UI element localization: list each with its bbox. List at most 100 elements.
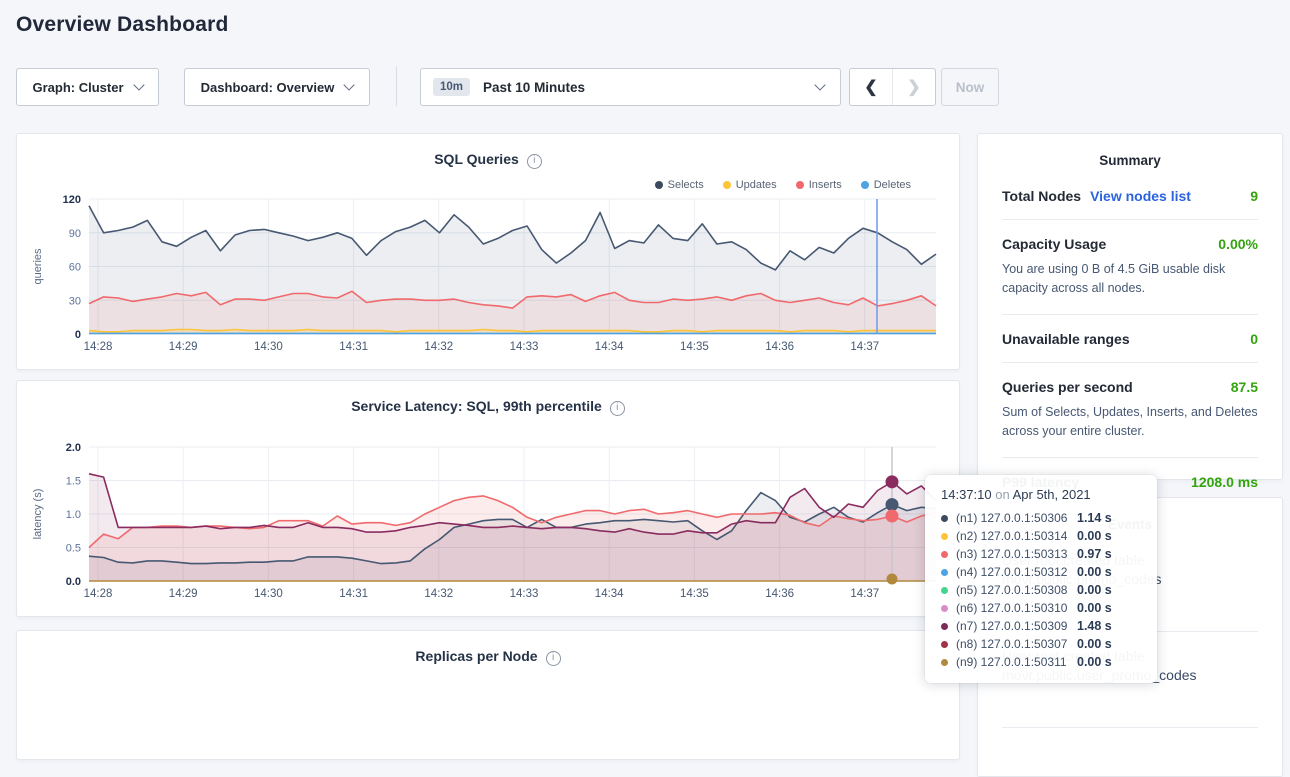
tooltip-node-value: 0.00 s	[1077, 655, 1112, 669]
info-icon[interactable]: i	[527, 154, 542, 169]
tooltip-node-label: (n2) 127.0.0.1:50314	[956, 529, 1077, 543]
legend-item-selects[interactable]: Selects	[655, 179, 704, 191]
total-nodes-value: 9	[1250, 188, 1258, 204]
svg-text:14:29: 14:29	[169, 588, 198, 600]
node-color-dot-icon	[941, 587, 948, 594]
tooltip-node-value: 1.14 s	[1077, 511, 1112, 525]
legend-dot-icon	[655, 181, 663, 189]
info-icon[interactable]: i	[546, 651, 561, 666]
node-color-dot-icon	[941, 569, 948, 576]
chart-title: Replicas per Node	[415, 648, 537, 664]
dashboard-dropdown-label: Dashboard: Overview	[201, 80, 335, 95]
tooltip-node-label: (n6) 127.0.0.1:50310	[956, 601, 1077, 615]
legend-dot-icon	[723, 181, 731, 189]
summary-row-unavailable: Unavailable ranges 0	[1002, 315, 1258, 363]
svg-text:14:32: 14:32	[424, 341, 453, 353]
svg-text:latency (s): latency (s)	[32, 489, 44, 540]
legend-item-updates[interactable]: Updates	[723, 179, 777, 191]
legend-item-deletes[interactable]: Deletes	[861, 179, 911, 191]
qps-description: Sum of Selects, Updates, Inserts, and De…	[1002, 403, 1258, 442]
qps-value: 87.5	[1231, 379, 1258, 395]
svg-text:14:34: 14:34	[595, 341, 624, 353]
tooltip-node-value: 0.97 s	[1077, 547, 1112, 561]
chart-hover-tooltip: 14:37:10 on Apr 5th, 2021 (n1) 127.0.0.1…	[925, 475, 1157, 683]
svg-text:14:30: 14:30	[254, 341, 283, 353]
dashboard-dropdown[interactable]: Dashboard: Overview	[184, 68, 370, 106]
svg-text:60: 60	[69, 262, 81, 274]
svg-text:1.0: 1.0	[66, 509, 81, 521]
tooltip-node-value: 1.48 s	[1077, 619, 1112, 633]
sql-queries-title-row: SQL Queries i	[17, 134, 959, 169]
time-step-controls: ❮ ❯	[849, 68, 936, 106]
tooltip-node-value: 0.00 s	[1077, 637, 1112, 651]
summary-title: Summary	[978, 134, 1282, 172]
svg-text:14:35: 14:35	[680, 341, 709, 353]
svg-text:14:37: 14:37	[850, 588, 879, 600]
svg-text:14:37: 14:37	[850, 341, 879, 353]
svg-text:14:30: 14:30	[254, 588, 283, 600]
node-color-dot-icon	[941, 659, 948, 666]
svg-text:120: 120	[63, 194, 81, 206]
tooltip-node-row: (n2) 127.0.0.1:503140.00 s	[941, 527, 1141, 545]
tooltip-node-label: (n9) 127.0.0.1:50311	[956, 655, 1077, 669]
unavailable-ranges-value: 0	[1250, 331, 1258, 347]
legend-label: Selects	[668, 179, 704, 191]
svg-text:1.5: 1.5	[66, 476, 81, 488]
qps-label: Queries per second	[1002, 379, 1133, 395]
legend-item-inserts[interactable]: Inserts	[796, 179, 842, 191]
svg-text:14:36: 14:36	[765, 341, 794, 353]
tooltip-node-value: 0.00 s	[1077, 583, 1112, 597]
svg-text:0.0: 0.0	[66, 576, 81, 588]
time-next-button[interactable]: ❯	[893, 69, 935, 105]
replicas-title-row: Replicas per Node i	[17, 631, 959, 666]
legend-label: Updates	[736, 179, 777, 191]
tooltip-node-row: (n9) 127.0.0.1:503110.00 s	[941, 653, 1141, 671]
svg-text:14:29: 14:29	[169, 341, 198, 353]
svg-text:14:31: 14:31	[339, 588, 368, 600]
tooltip-timestamp: 14:37:10 on Apr 5th, 2021	[941, 487, 1141, 502]
graph-dropdown[interactable]: Graph: Cluster	[16, 68, 159, 106]
summary-card: Summary Total Nodes View nodes list 9 Ca…	[977, 133, 1283, 480]
tooltip-node-label: (n3) 127.0.0.1:50313	[956, 547, 1077, 561]
time-range-picker[interactable]: 10m Past 10 Minutes	[420, 68, 841, 106]
unavailable-ranges-label: Unavailable ranges	[1002, 331, 1130, 347]
total-nodes-label: Total Nodes	[1002, 188, 1081, 204]
tooltip-node-row: (n5) 127.0.0.1:503080.00 s	[941, 581, 1141, 599]
time-prev-button[interactable]: ❮	[850, 69, 893, 105]
chart-title: SQL Queries	[434, 151, 519, 167]
capacity-description: You are using 0 B of 4.5 GiB usable disk…	[1002, 260, 1258, 299]
info-icon[interactable]: i	[610, 401, 625, 416]
tooltip-node-row: (n7) 127.0.0.1:503091.48 s	[941, 617, 1141, 635]
now-button[interactable]: Now	[941, 68, 999, 106]
chevron-down-icon	[814, 79, 825, 90]
time-range-label: Past 10 Minutes	[483, 80, 585, 95]
page-title: Overview Dashboard	[16, 13, 229, 37]
legend-label: Deletes	[874, 179, 911, 191]
svg-text:14:36: 14:36	[765, 588, 794, 600]
chevron-down-icon	[344, 79, 355, 90]
legend-label: Inserts	[809, 179, 842, 191]
svg-text:2.0: 2.0	[66, 442, 81, 454]
summary-row-qps: Queries per second 87.5 Sum of Selects, …	[1002, 363, 1258, 458]
node-color-dot-icon	[941, 551, 948, 558]
node-color-dot-icon	[941, 623, 948, 630]
summary-row-total-nodes: Total Nodes View nodes list 9	[1002, 172, 1258, 220]
svg-text:14:28: 14:28	[84, 588, 113, 600]
svg-text:14:28: 14:28	[84, 341, 113, 353]
view-nodes-list-link[interactable]: View nodes list	[1090, 188, 1191, 204]
replicas-per-node-card: Replicas per Node i	[16, 630, 960, 760]
legend-dot-icon	[861, 181, 869, 189]
controls-divider	[396, 66, 397, 106]
sql-queries-legend: Selects Updates Inserts Deletes	[655, 179, 911, 191]
tooltip-node-label: (n4) 127.0.0.1:50312	[956, 565, 1077, 579]
sql-queries-chart[interactable]: 030609012014:2814:2914:3014:3114:3214:33…	[17, 192, 959, 364]
svg-text:0.5: 0.5	[66, 543, 81, 555]
time-range-badge: 10m	[433, 78, 470, 96]
svg-text:14:32: 14:32	[424, 588, 453, 600]
capacity-label: Capacity Usage	[1002, 236, 1106, 252]
chevron-down-icon	[133, 79, 144, 90]
svg-text:0: 0	[75, 329, 81, 341]
service-latency-chart[interactable]: 0.0 0.5 1.0 1.5 2.0 14:28 14:29 14:30 14:31 14:32…	[17, 439, 959, 611]
service-latency-card: Service Latency: SQL, 99th percentilei 0…	[16, 380, 960, 617]
tooltip-node-label: (n1) 127.0.0.1:50306	[956, 511, 1077, 525]
